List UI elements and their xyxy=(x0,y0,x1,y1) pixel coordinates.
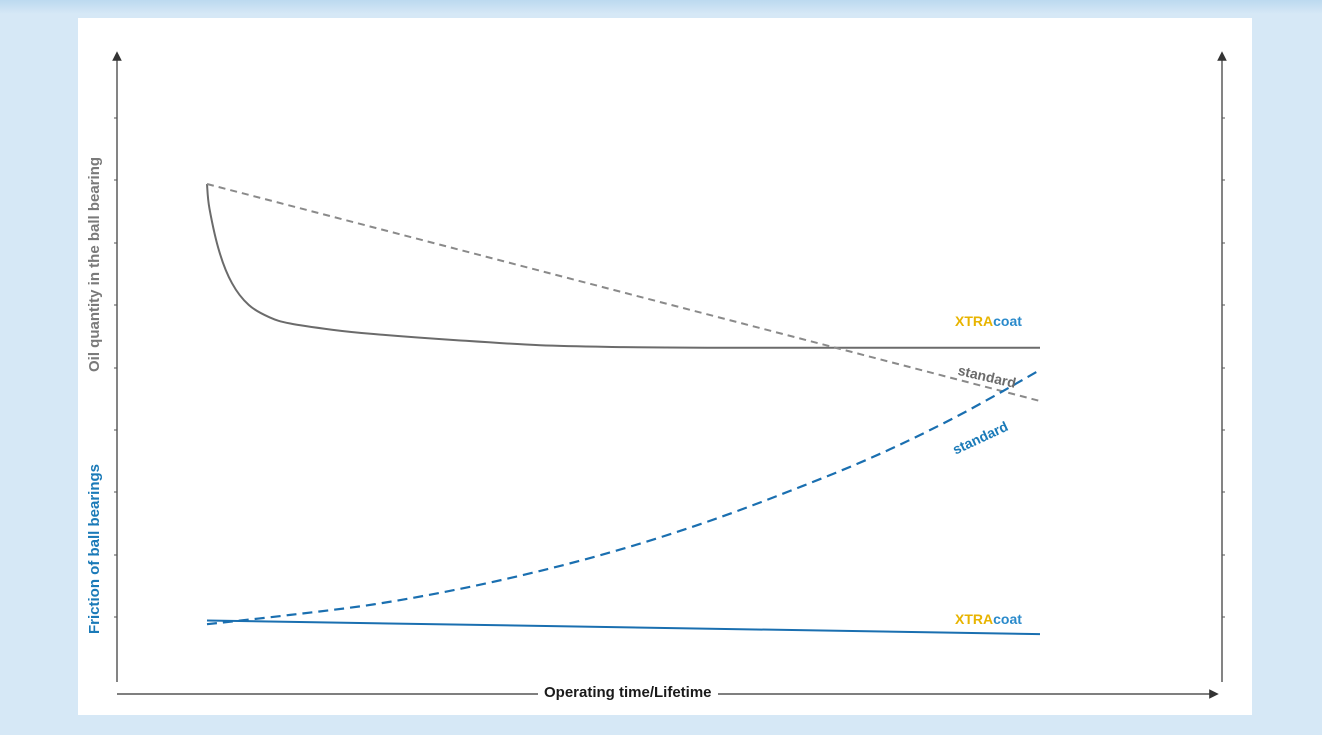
label-coat-part: coat xyxy=(993,313,1022,329)
y-axis-label-oil: Oil quantity in the ball bearing xyxy=(86,156,103,372)
x-axis-label: Operating time/Lifetime xyxy=(538,684,718,701)
series-friction-xtracoat-line xyxy=(206,619,1041,636)
label-xtra-part: XTRA xyxy=(955,313,994,329)
label-xtracoat-friction: XTRAcoat xyxy=(955,611,1022,627)
label-xtra-part: XTRA xyxy=(955,611,994,627)
series-oil-xtracoat-line xyxy=(206,183,1041,349)
label-coat-part: coat xyxy=(993,611,1022,627)
series-oil-standard-line xyxy=(206,183,1041,402)
chart-card xyxy=(78,18,1252,715)
label-xtracoat-oil: XTRAcoat xyxy=(955,313,1022,329)
y-axis-label-friction: Friction of ball bearings xyxy=(86,463,103,634)
series-friction-standard-line xyxy=(206,369,1041,626)
